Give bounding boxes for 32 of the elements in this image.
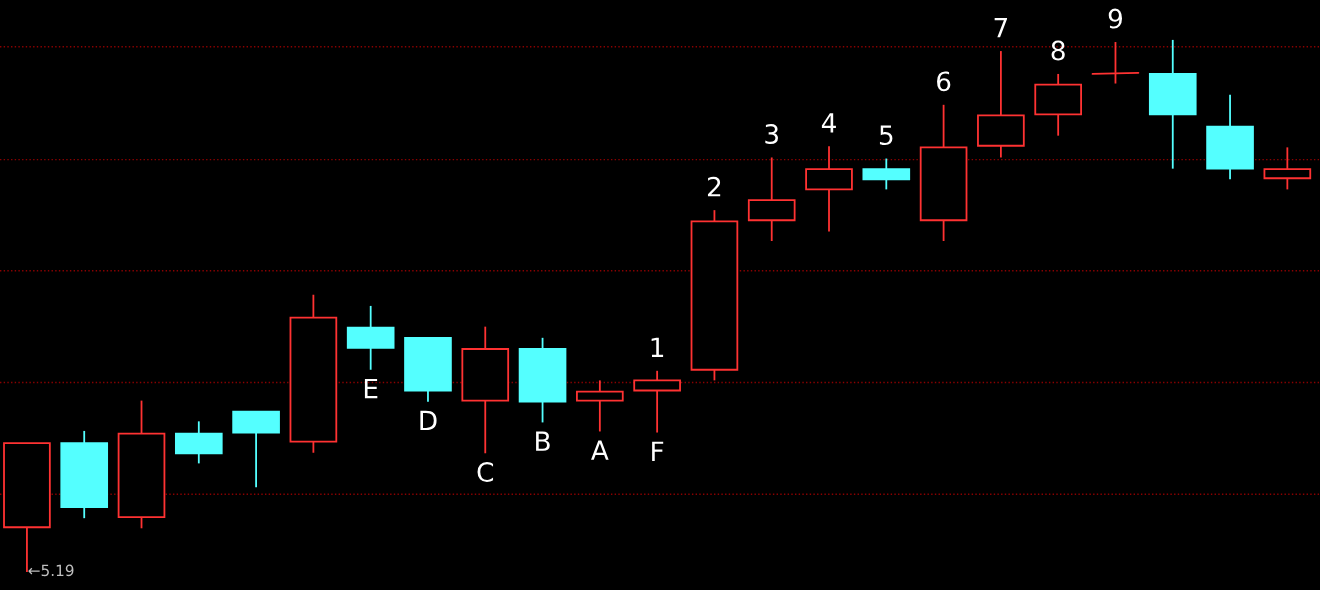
annotation: 2: [707, 176, 721, 197]
annotation: A: [591, 440, 609, 460]
annotation: D: [420, 410, 437, 431]
candlestick: [977, 50, 1025, 159]
candlestick: [461, 325, 510, 455]
annotation: E: [364, 378, 378, 399]
candlestick: [1263, 146, 1312, 191]
candlestick: [346, 305, 395, 371]
candlestick: [1148, 38, 1197, 170]
candlestick: [1206, 93, 1254, 181]
annotation: F: [652, 441, 664, 461]
candlestick: [633, 369, 681, 434]
candlestick: [289, 293, 338, 454]
annotation: 3: [765, 124, 778, 145]
candlestick: [919, 103, 968, 242]
candlestick: [747, 156, 796, 242]
annotation: 4: [821, 113, 836, 133]
annotation: 7: [994, 18, 1008, 38]
annotation: ←5.19: [28, 564, 74, 577]
candlestick: [862, 157, 911, 191]
candlestick: [1034, 73, 1082, 137]
annotation: 9: [1108, 8, 1123, 29]
annotation: C: [477, 462, 494, 483]
annotation: 6: [937, 71, 951, 92]
candlestick: [805, 145, 853, 233]
annotation: B: [536, 431, 550, 451]
annotation: 5: [879, 125, 893, 146]
candlestick: [576, 379, 624, 433]
candlestick: [174, 420, 223, 465]
candlestick: [60, 430, 109, 520]
annotation: 1: [651, 337, 664, 357]
annotation: 8: [1051, 40, 1065, 61]
